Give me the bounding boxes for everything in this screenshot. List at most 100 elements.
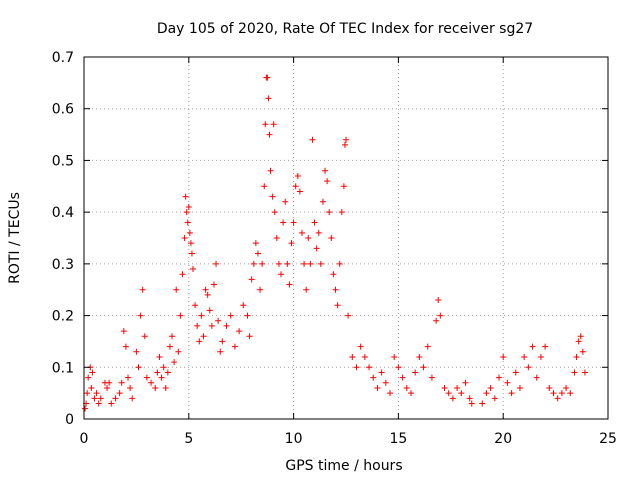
data-point [296,188,303,195]
grid-lines [84,57,608,419]
data-point [292,183,299,190]
data-point [336,260,343,267]
data-point [479,400,486,407]
data-point [154,369,161,376]
data-point [311,219,318,226]
data-point [370,374,377,381]
data-point [516,384,523,391]
data-point [382,379,389,386]
data-point [361,353,368,360]
data-point [533,374,540,381]
data-point [445,390,452,397]
data-point [171,359,178,366]
data-point [208,322,215,329]
data-point [500,353,507,360]
data-point [95,400,102,407]
data-point [449,395,456,402]
data-point [185,203,192,210]
data-point [550,390,557,397]
data-point [521,353,528,360]
y-tick-label: 0.5 [52,153,74,169]
data-point [349,353,356,360]
data-point [139,286,146,293]
data-point [420,364,427,371]
data-point [116,390,123,397]
data-point [278,271,285,278]
data-point [219,338,226,345]
data-point [143,374,150,381]
x-tick-label: 25 [599,431,617,447]
data-point [577,333,584,340]
data-point [106,379,113,386]
data-point [84,390,91,397]
y-tick-labels: 0 0.1 0.2 0.3 0.4 0.5 0.6 0.7 [52,50,74,428]
data-point [204,291,211,298]
data-point [416,353,423,360]
data-point [433,317,440,324]
data-point [164,369,171,376]
data-point [200,333,207,340]
data-point [261,183,268,190]
plot-frame [83,56,609,420]
data-point [93,390,100,397]
data-point [152,384,159,391]
axis-ticks [83,56,609,420]
data-point [189,266,196,273]
data-point [217,348,224,355]
data-point [125,374,132,381]
data-point [91,395,98,402]
x-tick-label: 0 [80,431,89,447]
data-point [275,260,282,267]
data-point [378,369,385,376]
data-point [305,235,312,241]
x-tick-label: 5 [184,431,193,447]
data-point [542,343,549,350]
data-point [322,167,329,174]
data-points [82,74,588,412]
data-point [89,369,96,376]
data-point [458,390,465,397]
data-point [122,343,129,350]
data-point [166,343,173,350]
data-point [341,141,348,148]
data-point [428,374,435,381]
data-point [194,322,201,329]
data-point [512,369,519,376]
data-point [290,219,297,226]
data-point [88,384,95,391]
data-point [496,374,503,381]
data-point [187,240,194,247]
data-point [317,260,324,267]
data-point [120,328,127,335]
data-point [112,395,119,402]
data-point [487,384,494,391]
data-point [387,390,394,397]
data-point [175,348,182,355]
data-point [252,240,259,247]
x-tick-label: 20 [494,431,512,447]
data-point [340,183,347,190]
data-point [357,343,364,350]
data-point [280,219,287,226]
data-point [158,374,165,381]
data-point [454,384,461,391]
data-point [181,235,188,241]
data-point [403,384,410,391]
data-point [179,271,186,278]
x-tick-label: 10 [285,431,303,447]
data-point [148,379,155,386]
data-point [141,333,148,340]
data-point [573,353,580,360]
data-point [343,136,349,143]
data-point [491,395,498,402]
data-point [82,405,89,412]
data-point [399,374,406,381]
data-point [374,384,381,391]
data-point [162,384,169,391]
data-point [156,353,163,360]
data-point [324,178,331,185]
data-point [462,379,469,386]
data-point [188,250,195,257]
y-tick-label: 0.1 [52,360,74,376]
